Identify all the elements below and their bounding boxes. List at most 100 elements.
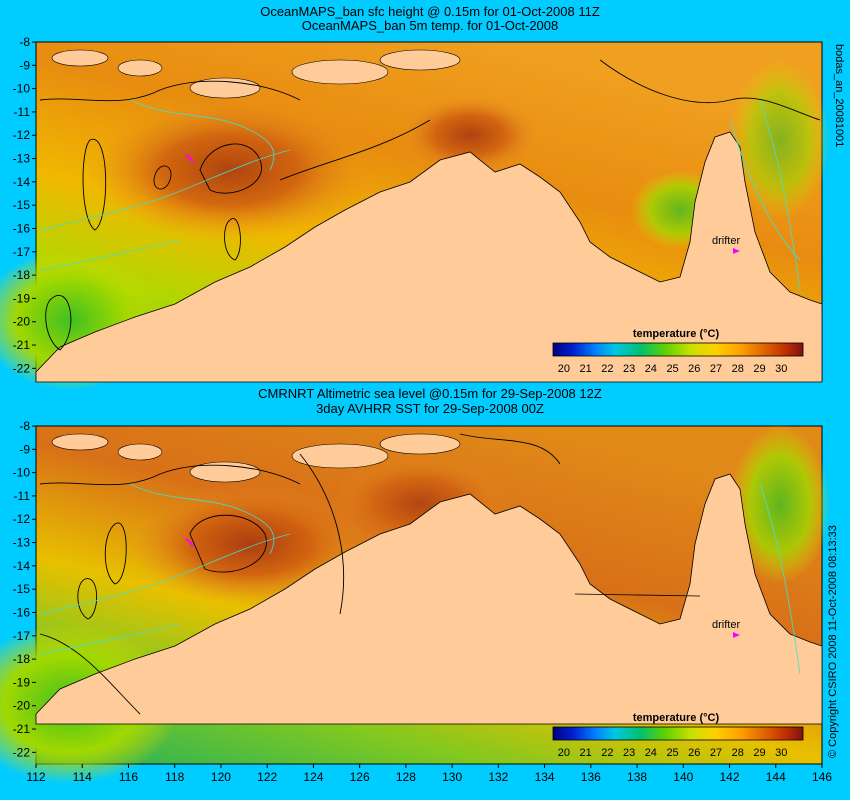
colorbar-tick-label: 28 bbox=[732, 363, 744, 375]
y-tick-label: -9 bbox=[19, 442, 30, 456]
y-tick-label: -19 bbox=[13, 675, 31, 689]
colorbar-tick-label: 22 bbox=[601, 747, 613, 759]
colorbar-tick-label: 26 bbox=[688, 747, 700, 759]
y-tick-label: -22 bbox=[13, 745, 31, 759]
panel-title: CMRNRT Altimetric sea level @0.15m for 2… bbox=[258, 386, 602, 401]
drifter-track bbox=[185, 538, 194, 547]
colorbar-tick-label: 26 bbox=[688, 363, 700, 375]
y-axis: -8 -9 -10 -11 -12 -13 -14 -15 -16 -17 -18 -19 -20 -21… bbox=[13, 35, 36, 375]
island bbox=[189, 461, 261, 483]
island bbox=[291, 59, 389, 85]
island bbox=[117, 443, 163, 461]
colorbar-tick-label: 24 bbox=[645, 363, 657, 375]
colorbar-tick-label: 20 bbox=[558, 363, 570, 375]
y-tick-label: -22 bbox=[13, 361, 31, 375]
upper-map-panel: OceanMAPS_ban sfc height @ 0.15m for 01-… bbox=[0, 4, 845, 390]
y-tick-label: -15 bbox=[13, 582, 31, 596]
x-tick-label: 140 bbox=[673, 770, 693, 784]
colorbar-tick-label: 21 bbox=[579, 747, 591, 759]
x-tick-label: 122 bbox=[257, 770, 277, 784]
sea-level-contours bbox=[39, 433, 561, 715]
drifter-label: drifter bbox=[712, 619, 740, 631]
drifter-track bbox=[185, 154, 194, 163]
colorbar-title: temperature (°C) bbox=[633, 328, 720, 340]
colorbar-tick-label: 22 bbox=[601, 363, 613, 375]
y-tick-label: -18 bbox=[13, 268, 31, 282]
side-label: bodas_an_20081001 bbox=[833, 44, 845, 147]
lower-map-panel: CMRNRT Altimetric sea level @0.15m for 2… bbox=[0, 386, 839, 784]
isobath-contours bbox=[39, 483, 801, 675]
x-tick-label: 142 bbox=[720, 770, 740, 784]
colorbar-tick-label: 30 bbox=[775, 747, 787, 759]
panel-subtitle: OceanMAPS_ban 5m temp. for 01-Oct-2008 bbox=[302, 18, 559, 33]
y-tick-label: -11 bbox=[14, 489, 31, 503]
x-tick-label: 146 bbox=[812, 770, 832, 784]
y-tick-label: -12 bbox=[13, 128, 31, 142]
x-tick-label: 134 bbox=[535, 770, 555, 784]
side-label: © Copyright CSIRO 2008 11-Oct-2008 08:13… bbox=[827, 525, 839, 758]
colorbar-tick-label: 28 bbox=[732, 747, 744, 759]
y-tick-label: -21 bbox=[13, 338, 31, 352]
y-tick-label: -8 bbox=[19, 35, 30, 49]
y-tick-label: -16 bbox=[13, 605, 31, 619]
y-tick-label: -16 bbox=[13, 221, 31, 235]
colorbar-tick-label: 25 bbox=[666, 363, 678, 375]
x-tick-label: 124 bbox=[303, 770, 323, 784]
colorbar-tick-label: 23 bbox=[623, 363, 635, 375]
x-tick-label: 136 bbox=[581, 770, 601, 784]
y-tick-label: -18 bbox=[13, 652, 31, 666]
colorbar-tick-label: 30 bbox=[775, 363, 787, 375]
y-tick-label: -11 bbox=[14, 105, 31, 119]
island bbox=[51, 433, 109, 451]
y-tick-label: -14 bbox=[13, 175, 31, 189]
y-tick-label: -17 bbox=[13, 245, 31, 259]
y-tick-label: -14 bbox=[13, 559, 31, 573]
y-axis: -8 -9 -10 -11 -12 -13 -14 -15 -16 -17 -18 -19 -20 -21… bbox=[13, 419, 36, 759]
drifter-marker bbox=[733, 632, 740, 638]
y-tick-label: -9 bbox=[19, 58, 30, 72]
island bbox=[379, 49, 461, 71]
colorbar-tick-label: 29 bbox=[753, 747, 765, 759]
colorbar-tick-label: 29 bbox=[753, 363, 765, 375]
warm-water-region bbox=[400, 95, 540, 175]
panel-title: OceanMAPS_ban sfc height @ 0.15m for 01-… bbox=[260, 4, 600, 19]
x-tick-label: 138 bbox=[627, 770, 647, 784]
cool-water-region bbox=[730, 60, 830, 220]
y-tick-label: -17 bbox=[13, 629, 31, 643]
x-tick-label: 130 bbox=[442, 770, 462, 784]
y-tick-label: -10 bbox=[13, 466, 31, 480]
drifter-label: drifter bbox=[712, 235, 740, 247]
drifter-marker bbox=[733, 248, 740, 254]
x-tick-label: 128 bbox=[396, 770, 416, 784]
colorbar-title: temperature (°C) bbox=[633, 712, 720, 724]
island bbox=[379, 433, 461, 455]
island bbox=[51, 49, 109, 67]
y-tick-label: -13 bbox=[13, 152, 31, 166]
colorbar-tick-label: 24 bbox=[645, 747, 657, 759]
colorbar-tick-label: 25 bbox=[666, 747, 678, 759]
colorbar-tick-label: 27 bbox=[710, 363, 722, 375]
y-tick-label: -12 bbox=[13, 512, 31, 526]
colorbar: temperature (°C) 20 21 22 23 24 25 26 27 28 29 30 bbox=[552, 328, 804, 375]
y-tick-label: -13 bbox=[13, 536, 31, 550]
cool-water-region bbox=[730, 424, 830, 584]
y-tick-label: -20 bbox=[13, 315, 31, 329]
panel-subtitle: 3day AVHRR SST for 29-Sep-2008 00Z bbox=[316, 401, 544, 416]
data-seam bbox=[574, 593, 701, 597]
colorbar-tick-label: 23 bbox=[623, 747, 635, 759]
y-tick-label: -10 bbox=[13, 82, 31, 96]
y-tick-label: -21 bbox=[13, 722, 31, 736]
x-tick-label: 118 bbox=[165, 770, 184, 784]
island bbox=[291, 443, 389, 469]
x-tick-label: 126 bbox=[350, 770, 370, 784]
y-tick-label: -8 bbox=[19, 419, 30, 433]
x-tick-label: 114 bbox=[73, 770, 92, 784]
isobath-contours bbox=[39, 99, 801, 291]
x-axis: 112 114 116 118 120 122 124 126 128 130 132 134 136 1… bbox=[26, 764, 832, 784]
x-tick-label: 120 bbox=[211, 770, 231, 784]
colorbar: temperature (°C) 20 21 22 23 24 25 26 27 28 29 30 bbox=[552, 712, 804, 759]
sea-level-contours bbox=[39, 59, 821, 351]
y-tick-label: -20 bbox=[13, 699, 31, 713]
y-tick-label: -19 bbox=[13, 291, 31, 305]
